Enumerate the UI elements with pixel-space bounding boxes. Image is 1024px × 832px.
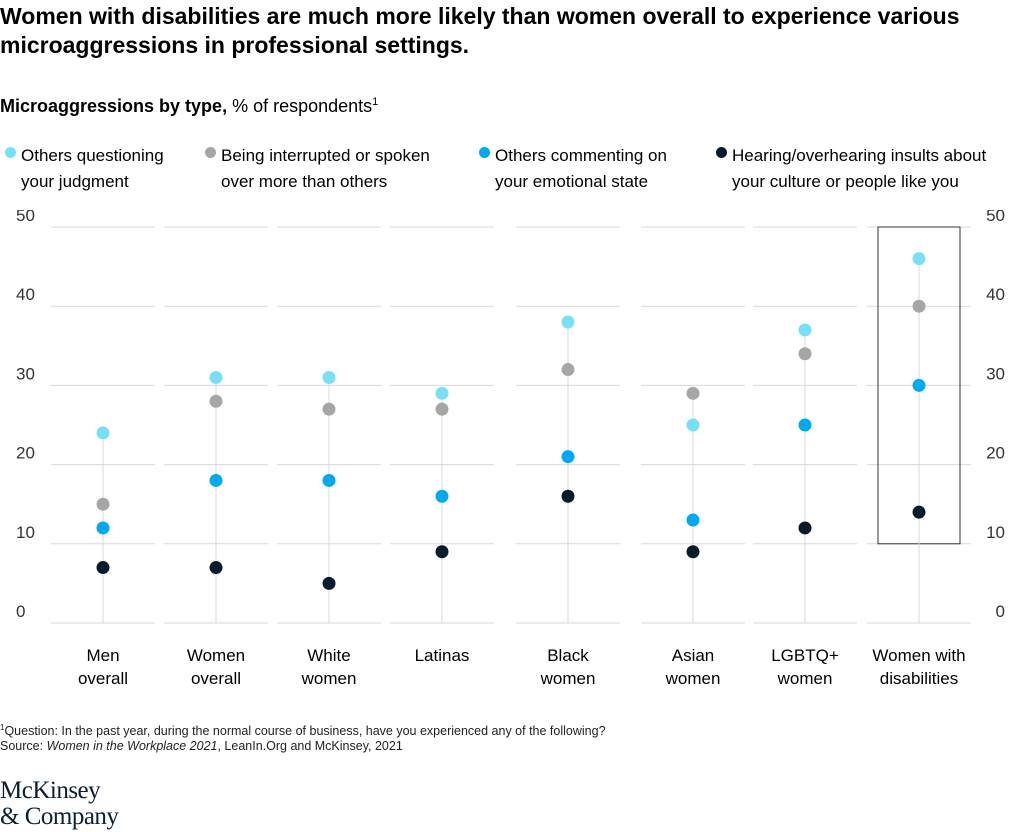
- chart-subtitle: Microaggressions by type, % of responden…: [0, 90, 378, 118]
- logo-line2: & Company: [0, 803, 119, 830]
- y-tick-label-left: 30: [16, 364, 35, 383]
- data-point: [96, 426, 110, 440]
- legend-dot-icon: [716, 147, 727, 158]
- y-tick-label-left: 50: [16, 210, 35, 225]
- legend-label-line1: Hearing/overhearing insults about: [732, 146, 987, 165]
- category-label-line1: Asian: [672, 646, 715, 665]
- data-point: [322, 576, 336, 590]
- data-point: [96, 521, 110, 535]
- data-point: [209, 370, 223, 384]
- data-point: [96, 561, 110, 575]
- category-label-line1: Men: [86, 646, 119, 665]
- category-label-line1: Black: [547, 646, 589, 665]
- data-point: [322, 370, 336, 384]
- legend-dot-icon: [5, 147, 16, 158]
- category-label-line1: Women: [187, 646, 245, 665]
- legend-dot-icon: [479, 147, 490, 158]
- footnote-text: Question: In the past year, during the n…: [4, 724, 606, 739]
- category-label-line1: LGBTQ+: [771, 646, 839, 665]
- data-point: [209, 473, 223, 487]
- data-point: [686, 545, 700, 559]
- data-point: [96, 497, 110, 511]
- y-tick-label-left: 40: [16, 285, 35, 304]
- footnote: 1Question: In the past year, during the …: [0, 719, 606, 740]
- legend-label-line1: Being interrupted or spoken: [221, 146, 430, 165]
- legend-label-line2: your judgment: [21, 172, 129, 191]
- subtitle-rest: % of respondents: [227, 96, 373, 116]
- category-label-line2: women: [665, 669, 721, 688]
- mckinsey-logo: McKinsey & Company: [0, 777, 119, 830]
- data-point: [798, 347, 812, 361]
- legend-dot-icon: [205, 147, 216, 158]
- data-point: [209, 561, 223, 575]
- category-label-line2: overall: [191, 669, 241, 688]
- legend-label-line1: Others questioning: [21, 146, 164, 165]
- y-tick-label-right: 30: [986, 364, 1005, 383]
- y-tick-label-left: 10: [16, 523, 35, 542]
- data-point: [561, 315, 575, 329]
- source-italic: Women in the Workplace 2021: [46, 739, 218, 753]
- dot-plot-chart: 0 0 10 10 20 20 30 30 40 40 50 50 Men overall Women ove…: [16, 210, 1005, 688]
- category-label-line1: White: [307, 646, 350, 665]
- y-tick-label-right: 10: [986, 523, 1005, 542]
- data-point: [322, 402, 336, 416]
- legend-label-line2: your emotional state: [495, 172, 649, 191]
- logo-line1: McKinsey: [0, 777, 101, 804]
- y-tick-label-right: 0: [996, 602, 1005, 621]
- category-label-line2: overall: [78, 669, 128, 688]
- data-point: [686, 418, 700, 432]
- source: Source: Women in the Workplace 2021, Lea…: [0, 737, 403, 755]
- source-rest: , LeanIn.Org and McKinsey, 2021: [217, 739, 403, 753]
- y-tick-label-right: 20: [986, 444, 1005, 463]
- data-point: [912, 299, 926, 313]
- data-point: [798, 521, 812, 535]
- category-label-line1: Women with: [872, 646, 965, 665]
- legend-label-line1: Others commenting on: [495, 146, 667, 165]
- data-point: [686, 386, 700, 400]
- category-label-line2: women: [301, 669, 357, 688]
- data-point: [322, 473, 336, 487]
- data-point: [561, 489, 575, 503]
- category-label-line2: disabilities: [880, 669, 958, 688]
- data-point: [798, 323, 812, 337]
- y-tick-label-left: 0: [16, 602, 25, 621]
- data-point: [798, 418, 812, 432]
- legend-label-line2: over more than others: [221, 172, 388, 191]
- category-label-line1: Latinas: [415, 646, 470, 665]
- y-tick-label-right: 40: [986, 285, 1005, 304]
- subtitle-bold: Microaggressions by type,: [0, 96, 228, 116]
- category-label-line2: women: [540, 669, 596, 688]
- data-point: [209, 394, 223, 408]
- data-point: [435, 402, 449, 416]
- footnote-marker: 1: [0, 723, 5, 732]
- data-point: [561, 363, 575, 377]
- data-point: [912, 505, 926, 519]
- category-label-line2: women: [777, 669, 833, 688]
- data-point: [561, 450, 575, 464]
- data-point: [686, 513, 700, 527]
- source-prefix: Source:: [0, 739, 47, 753]
- data-point: [912, 252, 926, 266]
- y-tick-label-left: 20: [16, 444, 35, 463]
- data-point: [435, 386, 449, 400]
- y-tick-label-right: 50: [986, 210, 1005, 225]
- subtitle-footnote-marker: 1: [372, 96, 379, 108]
- chart-title: Women with disabilities are much more li…: [0, 3, 960, 58]
- data-point: [435, 545, 449, 559]
- legend-label-line2: your culture or people like you: [732, 172, 959, 191]
- data-point: [912, 378, 926, 392]
- data-point: [435, 489, 449, 503]
